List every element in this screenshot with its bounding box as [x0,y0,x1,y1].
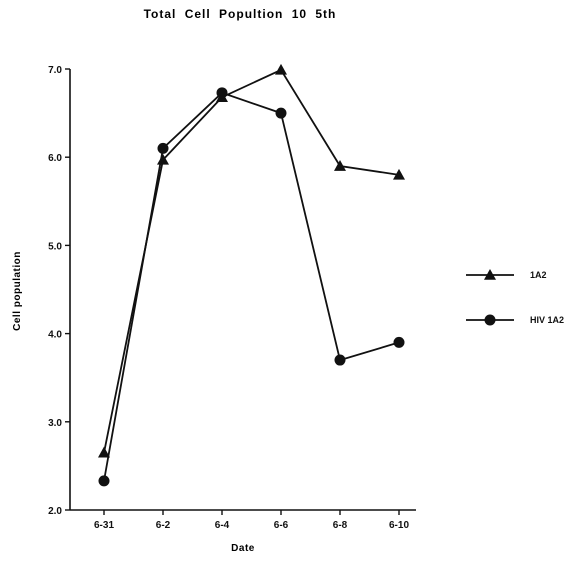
series-layer [98,63,405,487]
x-tick-label: 6-8 [333,520,348,531]
y-tick-label: 3.0 [48,418,62,429]
data-point-hiv-1a2 [275,107,287,119]
y-tick-label: 5.0 [48,241,62,252]
y-tick-label: 6.0 [48,153,62,164]
series-line-hiv-1a2 [103,91,400,482]
data-point-1a2 [393,168,405,180]
y-axis-title: Cell population [12,251,23,331]
series-hiv-1a2 [98,87,405,487]
legend-label: HIV 1A2 [530,315,564,325]
data-point-hiv-1a2 [98,475,110,487]
x-axis-title: Date [231,543,255,554]
series-1a2 [98,63,405,458]
x-tick-label: 6-2 [156,520,171,531]
chart-title: Total Cell Popultion 10 5th [144,7,337,21]
y-tick-label: 4.0 [48,330,62,341]
data-point-hiv-1a2 [216,87,228,99]
y-axis: 2.0 3.0 4.0 5.0 6.0 7.0 [48,65,70,517]
data-point-1a2 [98,446,110,458]
data-point-hiv-1a2 [334,354,346,366]
series-line-1a2 [103,68,400,453]
x-tick-label: 6-4 [215,520,230,531]
legend: 1A2 HIV 1A2 [466,269,564,326]
legend-item-hiv-1a2: HIV 1A2 [466,314,564,326]
x-axis: 6-31 6-2 6-4 6-6 6-8 6-10 [94,510,409,531]
data-point-hiv-1a2 [393,336,405,348]
plot-area [69,69,416,511]
data-point-1a2 [334,160,346,171]
legend-label: 1A2 [530,270,547,280]
y-tick-label: 7.0 [48,65,62,76]
data-point-1a2 [275,63,287,75]
x-tick-label: 6-10 [389,520,409,531]
x-tick-label: 6-31 [94,520,114,531]
legend-marker-triangle [484,269,496,280]
legend-item-1a2: 1A2 [466,269,547,280]
y-tick-label: 2.0 [48,506,62,517]
legend-marker-circle [484,314,496,326]
data-point-hiv-1a2 [157,142,169,154]
x-tick-label: 6-6 [274,520,289,531]
